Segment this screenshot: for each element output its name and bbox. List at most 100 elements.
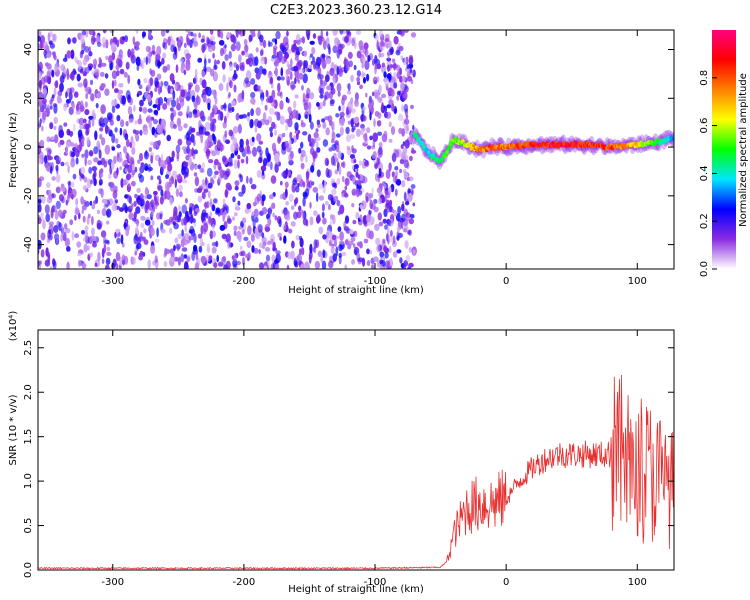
noise-speckle <box>185 154 190 161</box>
noise-speckle <box>305 154 308 163</box>
noise-speckle <box>260 97 264 106</box>
noise-speckle <box>302 181 306 188</box>
figure-title: C2E3.2023.360.23.12.G14 <box>270 3 442 18</box>
noise-speckle <box>101 258 105 265</box>
noise-speckle <box>349 133 356 140</box>
noise-speckle <box>53 134 59 144</box>
noise-speckle <box>98 57 102 62</box>
x-tick-label: 100 <box>628 276 647 287</box>
noise-speckle <box>404 139 410 149</box>
noise-speckle <box>271 54 277 59</box>
noise-speckle <box>322 121 327 129</box>
noise-speckle <box>134 193 138 199</box>
noise-speckle <box>193 40 199 48</box>
noise-speckle <box>241 50 246 56</box>
noise-speckle <box>316 147 321 153</box>
noise-speckle <box>367 103 373 109</box>
noise-speckle <box>366 145 372 150</box>
noise-speckle <box>381 93 387 99</box>
noise-speckle <box>351 259 356 265</box>
noise-speckle <box>315 128 319 133</box>
noise-speckle <box>51 176 56 181</box>
noise-speckle <box>111 70 118 80</box>
noise-speckle <box>267 152 271 163</box>
noise-speckle <box>384 77 390 87</box>
noise-speckle <box>226 82 229 92</box>
noise-speckle <box>127 106 133 115</box>
noise-speckle <box>267 240 272 246</box>
noise-speckle <box>338 240 345 245</box>
noise-speckle <box>99 172 104 178</box>
noise-speckle <box>232 216 235 221</box>
noise-speckle <box>238 54 242 63</box>
noise-speckle <box>285 188 288 198</box>
noise-speckle <box>46 104 51 112</box>
noise-speckle <box>216 59 220 65</box>
noise-speckle <box>320 256 324 263</box>
noise-speckle <box>193 172 198 177</box>
noise-speckle <box>312 150 318 159</box>
y-tick-label: 1.5 <box>23 429 34 445</box>
noise-speckle <box>170 112 174 121</box>
noise-speckle <box>353 243 356 249</box>
noise-speckle <box>188 84 192 90</box>
noise-speckle <box>77 82 83 88</box>
noise-speckle <box>362 106 366 111</box>
noise-speckle <box>166 134 171 142</box>
noise-speckle <box>55 164 59 172</box>
noise-speckle <box>230 34 236 43</box>
noise-speckle <box>394 166 399 171</box>
noise-speckle <box>84 66 90 74</box>
noise-speckle <box>206 243 211 252</box>
y-tick-label: 40 <box>23 43 34 56</box>
noise-speckle <box>308 113 312 123</box>
noise-speckle <box>390 64 394 69</box>
noise-speckle <box>184 166 189 176</box>
noise-speckle <box>211 150 217 157</box>
noise-speckle <box>72 123 76 132</box>
noise-speckle <box>241 228 245 235</box>
noise-speckle <box>324 74 330 83</box>
colorbar-tick-label: 0.0 <box>699 261 710 277</box>
noise-speckle <box>208 255 213 261</box>
noise-speckle <box>88 46 91 53</box>
noise-speckle <box>87 213 91 219</box>
noise-speckle <box>82 237 86 242</box>
noise-speckle <box>177 41 181 52</box>
noise-speckle <box>97 251 101 262</box>
snr-y-ticks: 0.0 0.5 1.0 1.5 2.0 2.5 <box>23 340 674 578</box>
noise-speckle <box>157 185 163 191</box>
noise-speckle <box>58 129 64 139</box>
noise-speckle <box>157 96 164 106</box>
noise-speckle <box>312 186 319 193</box>
noise-speckle <box>69 131 73 138</box>
noise-speckle <box>49 165 53 175</box>
noise-speckle <box>134 130 140 135</box>
noise-speckle <box>351 188 357 196</box>
noise-speckle <box>126 173 131 181</box>
noise-speckle <box>177 233 183 240</box>
noise-speckle <box>110 42 116 51</box>
noise-speckle <box>59 194 64 202</box>
signal-core <box>415 134 419 139</box>
signal-core <box>471 144 475 148</box>
noise-speckle <box>238 114 244 120</box>
noise-speckle <box>121 95 126 105</box>
noise-speckle <box>111 204 118 212</box>
noise-speckle <box>254 126 258 133</box>
noise-speckle <box>44 62 50 67</box>
noise-speckle <box>160 189 164 197</box>
noise-speckle <box>140 222 145 229</box>
noise-speckle <box>386 57 392 62</box>
noise-speckle <box>243 236 249 241</box>
noise-speckle <box>114 88 119 94</box>
noise-speckle <box>147 259 151 269</box>
noise-speckle <box>255 47 259 53</box>
noise-speckle <box>347 83 351 91</box>
colorbar-tick-label: 0.2 <box>699 213 710 229</box>
noise-speckle <box>49 42 56 49</box>
noise-speckle <box>89 79 94 86</box>
noise-speckle <box>370 263 375 269</box>
noise-speckle <box>341 251 347 257</box>
noise-speckle <box>341 175 345 183</box>
